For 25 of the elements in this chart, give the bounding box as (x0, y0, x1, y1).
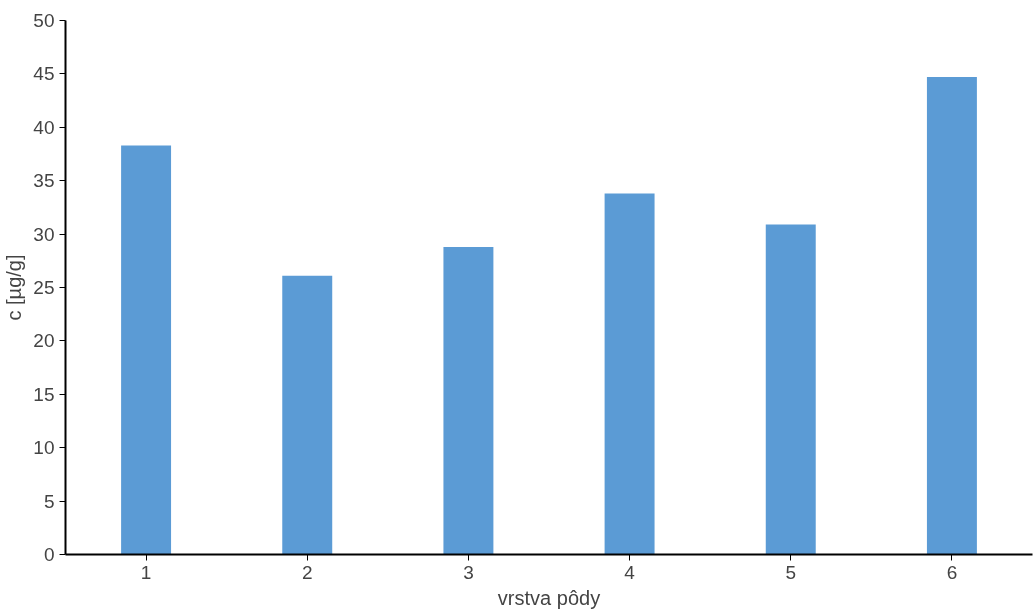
bar (765, 224, 816, 555)
y-tick-label: 40 (33, 116, 55, 138)
y-tick-label: 35 (33, 170, 55, 192)
y-axis-title: c [µg/g] (3, 254, 26, 321)
y-tick-label: 50 (33, 10, 55, 31)
x-tick-label: 2 (301, 561, 313, 583)
y-tick-label: 5 (43, 490, 55, 512)
y-tick-label: 45 (33, 63, 55, 85)
y-tick-label: 20 (33, 330, 55, 352)
y-tick-label: 25 (33, 277, 55, 298)
y-tick-label: 15 (33, 383, 55, 405)
bar (121, 145, 172, 555)
x-tick-label: 6 (946, 561, 958, 583)
y-tick-label: 30 (33, 223, 55, 245)
x-tick-label: 4 (624, 561, 636, 583)
x-tick-label: 1 (140, 561, 152, 583)
y-tick-label: 0 (43, 544, 55, 565)
x-tick-label: 3 (463, 561, 474, 583)
x-axis-title: vrstva pôdy (497, 586, 601, 609)
bar (443, 246, 494, 555)
bar (282, 275, 333, 555)
bar (926, 77, 977, 555)
bar (604, 193, 655, 555)
y-tick-label: 10 (33, 437, 55, 459)
x-tick-label: 5 (785, 561, 797, 583)
